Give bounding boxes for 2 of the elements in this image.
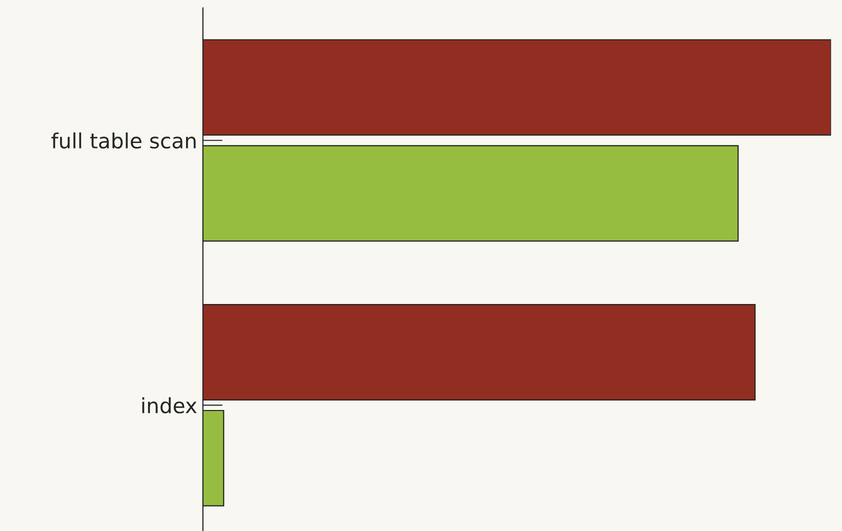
y-tick-label: full table scan [51, 132, 196, 149]
y-tick-label: index [142, 397, 197, 414]
